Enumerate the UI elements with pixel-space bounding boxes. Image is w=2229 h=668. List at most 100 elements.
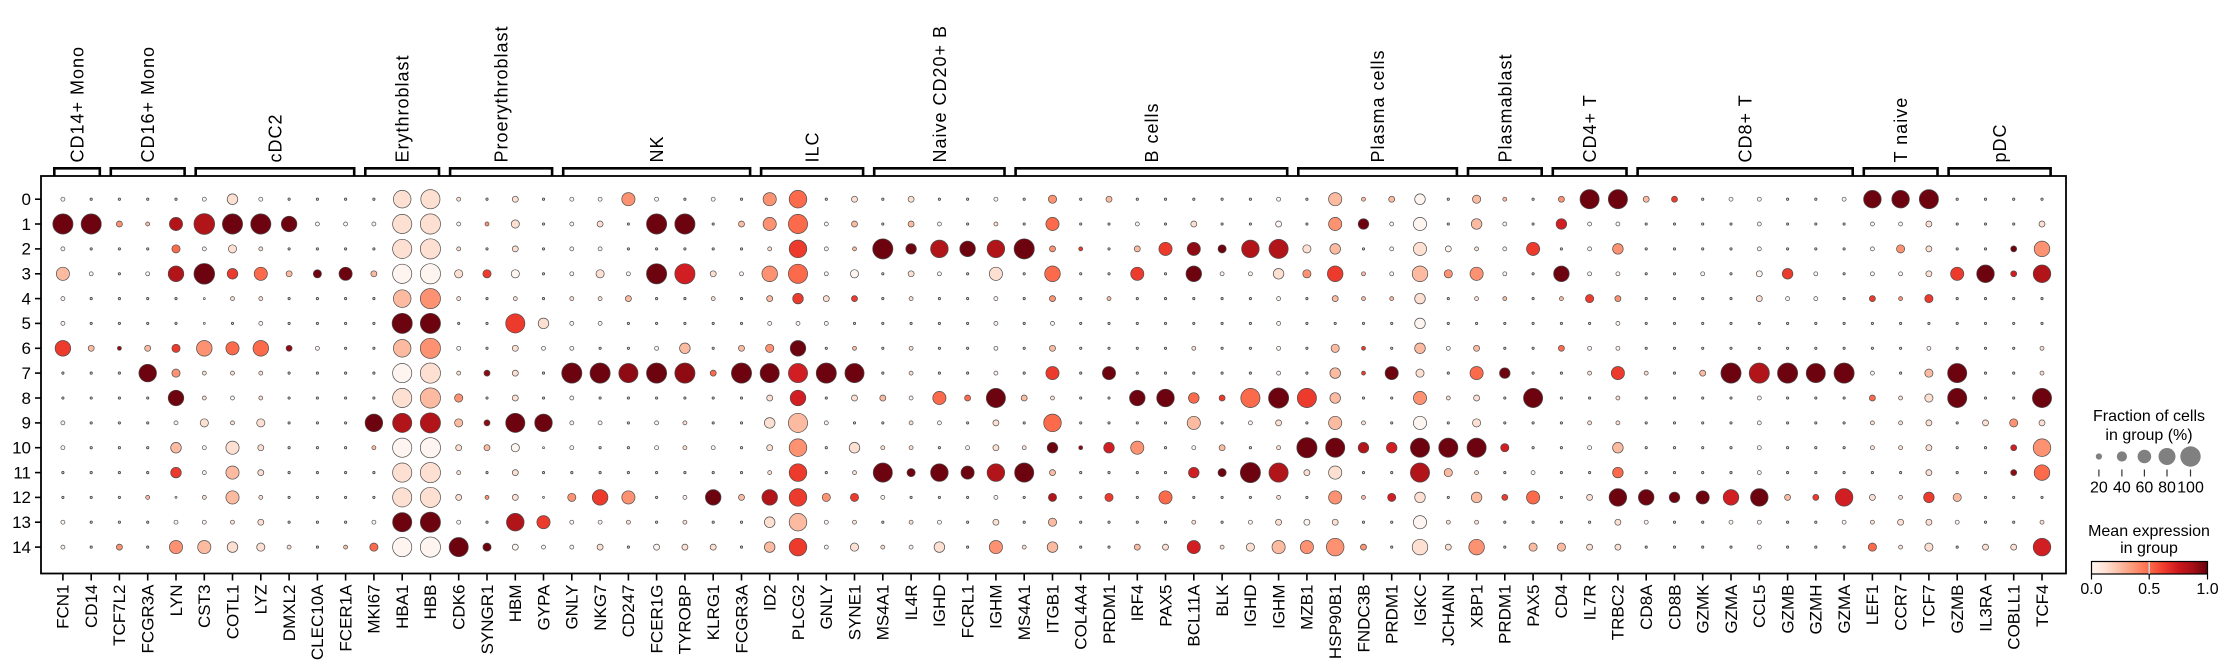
svg-text:PAX5: PAX5 — [1524, 585, 1543, 627]
svg-text:CCL5: CCL5 — [1750, 585, 1769, 628]
svg-text:GZMA: GZMA — [1835, 584, 1854, 634]
svg-text:PAX5: PAX5 — [1156, 585, 1175, 627]
svg-text:MKI67: MKI67 — [365, 585, 384, 634]
svg-text:MS4A1: MS4A1 — [1015, 585, 1034, 641]
svg-text:3: 3 — [22, 265, 31, 284]
svg-text:CD247: CD247 — [619, 585, 638, 638]
svg-text:4: 4 — [22, 289, 31, 308]
svg-text:FCN1: FCN1 — [54, 585, 73, 629]
svg-text:1.0: 1.0 — [2196, 581, 2218, 598]
svg-text:10: 10 — [12, 439, 31, 458]
svg-text:Naive CD20+ B: Naive CD20+ B — [930, 25, 950, 163]
svg-text:Plasmablast: Plasmablast — [1495, 53, 1515, 162]
svg-text:ID2: ID2 — [761, 585, 780, 611]
svg-text:PRDM1: PRDM1 — [1100, 585, 1119, 645]
svg-text:0.5: 0.5 — [2138, 581, 2160, 598]
svg-text:SYNGR1: SYNGR1 — [478, 585, 497, 655]
svg-text:NKG7: NKG7 — [591, 585, 610, 631]
svg-text:FCRL1: FCRL1 — [958, 585, 977, 639]
svg-text:7: 7 — [22, 364, 31, 383]
svg-text:NK: NK — [647, 135, 667, 162]
svg-text:CD14+ Mono: CD14+ Mono — [68, 46, 88, 163]
svg-text:FCGR3A: FCGR3A — [139, 584, 158, 654]
svg-text:LYN: LYN — [167, 585, 186, 617]
svg-text:80: 80 — [2158, 480, 2176, 497]
svg-text:TCF7: TCF7 — [1920, 585, 1939, 628]
svg-text:BLK: BLK — [1213, 584, 1232, 617]
svg-text:TCF4: TCF4 — [2033, 585, 2052, 628]
svg-text:HSP90B1: HSP90B1 — [1326, 585, 1345, 660]
svg-text:CD8A: CD8A — [1637, 584, 1656, 630]
svg-text:GZMK: GZMK — [1694, 584, 1713, 634]
svg-text:GNLY: GNLY — [817, 585, 836, 630]
svg-text:IL7R: IL7R — [1580, 585, 1599, 621]
svg-text:COTL1: COTL1 — [223, 585, 242, 640]
svg-text:0: 0 — [22, 190, 31, 209]
svg-text:8: 8 — [22, 389, 31, 408]
svg-text:pDC: pDC — [1990, 123, 2010, 162]
svg-text:Mean expression: Mean expression — [2088, 523, 2210, 540]
svg-text:IGHM: IGHM — [987, 585, 1006, 629]
svg-text:CD4: CD4 — [1552, 585, 1571, 619]
svg-text:ILC: ILC — [803, 131, 823, 162]
svg-text:PRDM1: PRDM1 — [1496, 585, 1515, 645]
svg-text:IL3RA: IL3RA — [1976, 584, 1995, 632]
svg-text:BCL11A: BCL11A — [1185, 584, 1204, 647]
svg-text:14: 14 — [12, 538, 31, 557]
svg-text:CCR7: CCR7 — [1891, 585, 1910, 631]
svg-text:ITGB1: ITGB1 — [1043, 585, 1062, 634]
svg-text:JCHAIN: JCHAIN — [1439, 585, 1458, 646]
svg-text:XBP1: XBP1 — [1467, 585, 1486, 628]
svg-text:DMXL2: DMXL2 — [280, 585, 299, 642]
svg-text:IGHD: IGHD — [1241, 585, 1260, 628]
svg-text:HBM: HBM — [506, 585, 525, 623]
svg-text:6: 6 — [22, 339, 31, 358]
svg-text:12: 12 — [12, 488, 31, 507]
svg-text:TRBC2: TRBC2 — [1609, 585, 1628, 641]
svg-text:KLRG1: KLRG1 — [704, 585, 723, 641]
svg-text:11: 11 — [13, 463, 31, 482]
svg-text:MS4A1: MS4A1 — [874, 585, 893, 641]
svg-text:FNDC3B: FNDC3B — [1354, 585, 1373, 653]
svg-text:in group (%): in group (%) — [2105, 427, 2192, 444]
svg-text:GZMH: GZMH — [1807, 585, 1826, 635]
svg-text:MZB1: MZB1 — [1298, 585, 1317, 630]
svg-text:CD16+ Mono: CD16+ Mono — [138, 46, 158, 163]
svg-text:FCER1A: FCER1A — [336, 584, 355, 652]
svg-text:Proerythroblast: Proerythroblast — [492, 25, 512, 162]
svg-text:FCGR3A: FCGR3A — [732, 584, 751, 654]
svg-text:Fraction of cells: Fraction of cells — [2093, 408, 2205, 425]
svg-text:COL4A4: COL4A4 — [1072, 585, 1091, 650]
svg-text:HBA1: HBA1 — [393, 585, 412, 629]
svg-text:B cells: B cells — [1142, 102, 1162, 162]
svg-text:CST3: CST3 — [195, 585, 214, 628]
svg-text:GYPA: GYPA — [534, 584, 553, 631]
svg-text:LYZ: LYZ — [252, 585, 271, 615]
svg-text:40: 40 — [2113, 480, 2131, 497]
svg-text:IGHD: IGHD — [930, 585, 949, 628]
svg-text:CD8B: CD8B — [1665, 585, 1684, 630]
svg-text:100: 100 — [2177, 480, 2204, 497]
svg-text:PRDM1: PRDM1 — [1383, 585, 1402, 645]
svg-text:LEF1: LEF1 — [1863, 585, 1882, 626]
svg-text:CD4+ T: CD4+ T — [1580, 94, 1600, 162]
svg-text:20: 20 — [2090, 480, 2108, 497]
svg-text:T naive: T naive — [1891, 97, 1911, 163]
svg-text:CD14: CD14 — [82, 585, 101, 628]
svg-text:SYNE1: SYNE1 — [845, 585, 864, 641]
svg-text:GZMB: GZMB — [1778, 585, 1797, 634]
svg-text:IRF4: IRF4 — [1128, 585, 1147, 622]
svg-text:IGHM: IGHM — [1269, 585, 1288, 629]
svg-text:TCF7L2: TCF7L2 — [110, 585, 129, 646]
svg-text:GNLY: GNLY — [563, 585, 582, 630]
svg-text:GZMA: GZMA — [1722, 584, 1741, 634]
svg-text:HBB: HBB — [421, 585, 440, 620]
svg-text:in group: in group — [2120, 540, 2178, 557]
svg-text:TYROBP: TYROBP — [676, 585, 695, 655]
svg-text:PLCG2: PLCG2 — [789, 585, 808, 641]
svg-text:2: 2 — [22, 240, 31, 259]
svg-text:GZMB: GZMB — [1948, 585, 1967, 634]
svg-text:IL4R: IL4R — [902, 585, 921, 621]
svg-text:9: 9 — [22, 414, 31, 433]
svg-text:cDC2: cDC2 — [265, 113, 285, 162]
